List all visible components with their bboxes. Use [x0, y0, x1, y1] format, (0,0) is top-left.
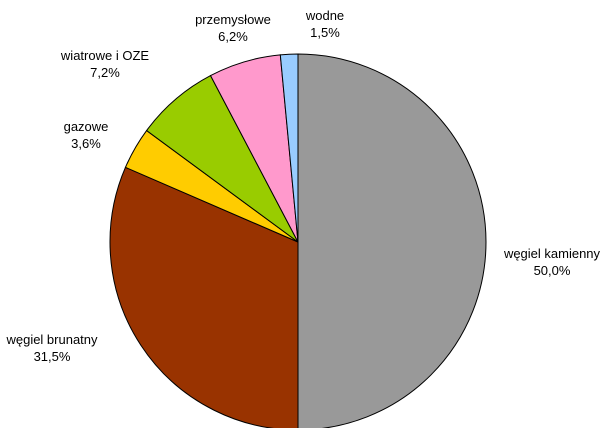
slice-label-5: wodne — [305, 8, 344, 23]
pie-slices — [109, 53, 487, 428]
pie-labels: węgiel kamienny 50,0% węgiel brunatny 31,5%… — [5, 8, 600, 364]
pie-slice-1 — [109, 166, 299, 428]
slice-value-label-3: 7,2% — [90, 65, 120, 80]
pie-slice-5 — [279, 53, 299, 243]
slice-value-label-4: 6,2% — [218, 29, 248, 44]
slice-label-4: przemysłowe — [195, 12, 271, 27]
slice-value-label-2: 3,6% — [71, 136, 101, 151]
slice-value-label-5: 1,5% — [310, 25, 340, 40]
slice-label-3: wiatrowe i OZE — [60, 48, 149, 63]
slice-label-1: węgiel brunatny — [5, 332, 98, 347]
slice-value-label-1: 31,5% — [34, 349, 71, 364]
slice-label-0: węgiel kamienny — [503, 246, 601, 261]
pie-slice-0 — [297, 53, 487, 428]
slice-label-2: gazowe — [64, 119, 109, 134]
slice-value-label-0: 50,0% — [534, 263, 571, 278]
